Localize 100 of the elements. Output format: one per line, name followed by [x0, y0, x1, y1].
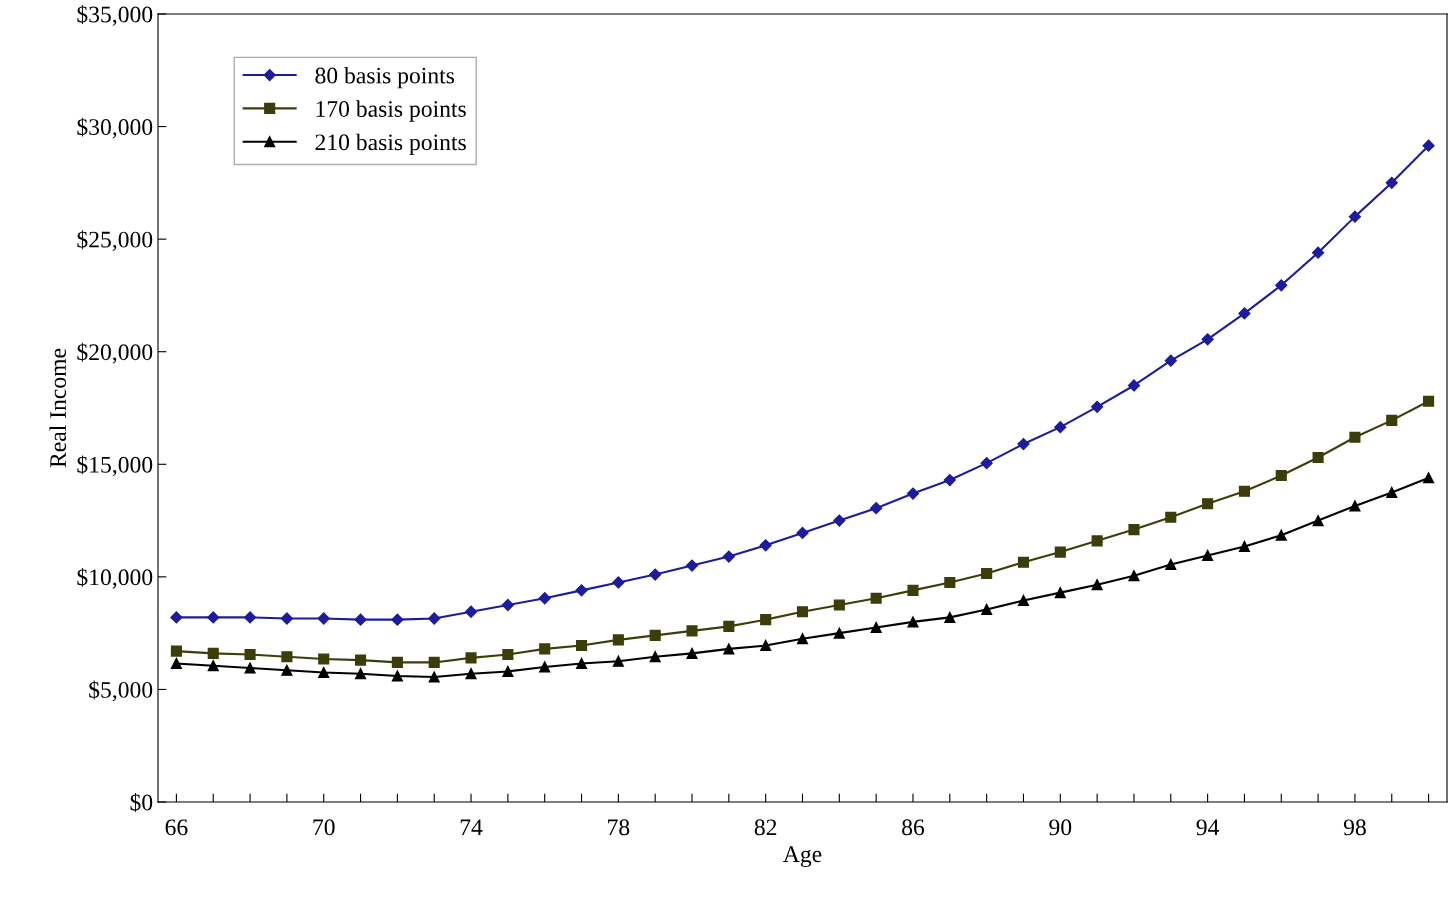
point	[502, 665, 514, 677]
point	[944, 611, 956, 623]
point	[575, 584, 588, 597]
point	[170, 611, 183, 624]
point	[539, 661, 551, 673]
point	[1275, 279, 1288, 292]
point	[796, 633, 809, 645]
point	[1275, 469, 1287, 482]
point	[759, 539, 772, 552]
point	[1238, 307, 1251, 320]
point	[244, 662, 256, 674]
point	[1238, 540, 1250, 553]
point	[980, 457, 993, 470]
point	[1312, 515, 1324, 527]
point	[207, 647, 219, 659]
point	[944, 576, 956, 589]
point	[502, 648, 514, 661]
point	[391, 670, 403, 682]
point	[649, 568, 662, 581]
point	[1386, 414, 1398, 426]
point	[1165, 558, 1177, 571]
point	[1275, 529, 1287, 541]
point	[833, 514, 846, 527]
point	[870, 592, 882, 604]
point	[318, 653, 330, 665]
x-tick-label: 74	[460, 819, 483, 836]
point	[722, 550, 735, 563]
point	[428, 656, 440, 668]
point	[1349, 431, 1361, 443]
y-tick-label: $10,000	[77, 567, 153, 589]
point	[428, 671, 440, 683]
legend-label: 170 basis points	[316, 100, 466, 122]
point	[943, 473, 956, 487]
point	[1202, 549, 1214, 562]
point	[649, 629, 661, 641]
x-tick-label: 66	[165, 819, 188, 836]
point	[1423, 472, 1435, 484]
point	[686, 625, 698, 637]
point	[428, 612, 441, 625]
point	[465, 668, 477, 680]
point	[1054, 587, 1066, 599]
y-tick-label: $25,000	[77, 230, 153, 251]
point	[760, 614, 772, 626]
point	[575, 657, 588, 670]
point	[1312, 246, 1325, 259]
point	[760, 639, 772, 652]
point	[318, 666, 330, 679]
x-tick-label: 78	[608, 819, 630, 836]
point	[538, 592, 551, 605]
point	[612, 576, 625, 589]
point	[501, 598, 514, 612]
point	[1348, 210, 1362, 223]
point	[1164, 354, 1177, 367]
x-tick-label: 98	[1343, 819, 1366, 836]
point	[1238, 485, 1250, 497]
point	[1017, 594, 1030, 607]
point	[723, 643, 735, 655]
point	[244, 648, 256, 661]
point	[981, 603, 993, 616]
point	[649, 651, 661, 663]
point	[1423, 395, 1435, 407]
legend-label: 210 basis points	[315, 133, 466, 156]
y-tick-label: $15,000	[77, 455, 153, 477]
point	[833, 599, 845, 611]
x-tick-label: 90	[1049, 819, 1072, 836]
y-tick-label: $0	[130, 793, 153, 812]
y-tick-label: $5,000	[89, 680, 153, 702]
point	[1127, 379, 1141, 392]
point	[1385, 176, 1398, 189]
point	[355, 654, 367, 666]
y-tick-label: $35,000	[77, 5, 153, 26]
point	[391, 613, 404, 626]
point	[685, 559, 699, 572]
point	[317, 612, 330, 625]
point	[796, 606, 809, 618]
point	[1054, 546, 1066, 558]
point	[1128, 570, 1140, 582]
point	[243, 611, 257, 624]
point	[1054, 421, 1067, 434]
point	[833, 627, 845, 639]
point	[1202, 498, 1214, 510]
point	[907, 616, 919, 628]
point	[612, 655, 624, 667]
point	[207, 611, 220, 624]
point	[354, 613, 367, 626]
point	[170, 657, 182, 670]
point	[1165, 511, 1177, 523]
point	[355, 668, 367, 680]
point	[465, 652, 477, 664]
y-axis-title: Real Income	[49, 348, 67, 468]
point	[539, 643, 551, 655]
point	[464, 605, 478, 618]
x-tick-label: 82	[754, 819, 777, 836]
point	[870, 621, 882, 634]
point	[575, 639, 588, 652]
point	[870, 502, 883, 515]
point	[686, 647, 698, 659]
x-tick-label: 70	[313, 819, 335, 836]
legend-label: 80 basis points	[315, 66, 455, 89]
point	[981, 567, 993, 580]
